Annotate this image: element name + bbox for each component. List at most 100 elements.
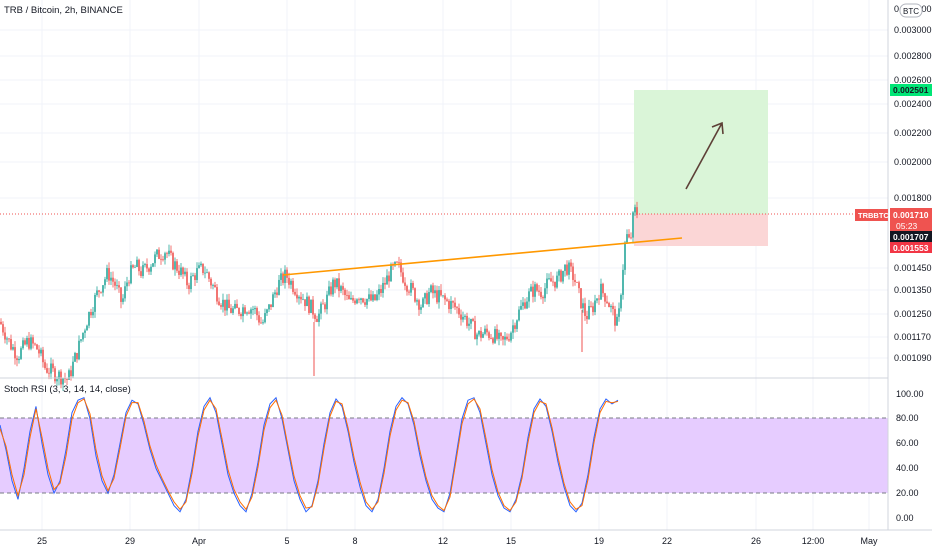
candle-body [68,370,70,380]
candle-body [300,296,302,300]
candle-body [194,275,196,281]
candle-body [18,358,20,361]
candle-body [554,281,556,288]
candle-body [390,264,392,282]
candle-body [274,292,276,295]
candle-body [262,322,264,324]
candle-body [338,278,340,291]
candle-body [286,269,288,278]
countdown-label: 05:23 [896,221,918,231]
candle-body [212,285,214,286]
candle-body [544,288,546,299]
candle-body [322,303,324,305]
candle-body [58,371,60,380]
candle-body [540,291,542,298]
candle-body [192,275,194,277]
candle-body [506,336,508,340]
candle-body [250,309,252,314]
candle-body [512,325,514,333]
candle-body [628,234,630,238]
candle-body [222,299,224,307]
candle-body [518,309,520,321]
candle-body [64,378,66,380]
stoch-tick: 40.00 [896,463,919,473]
candle-body [542,297,544,299]
last-price-badge: 0.001710 05:23 [890,208,932,232]
candle-body [178,270,180,275]
currency-badge[interactable]: BTC [899,3,923,18]
time-tick: 22 [662,536,672,546]
candle-body [164,253,166,260]
candle-body [362,298,364,303]
candle-body [82,332,84,340]
candle-body [38,349,40,354]
indicator-title[interactable]: Stoch RSI (3, 3, 14, 14, close) [4,384,131,395]
candle-body [454,302,456,308]
candle-body [50,363,52,374]
candle-body [380,288,382,293]
candle-body [138,259,140,272]
candle-body [308,296,310,313]
candle-body [44,362,46,369]
candle-body [304,299,306,307]
candle-body [36,344,38,350]
candle-body [232,308,234,313]
candle-body [480,330,482,338]
candle-body [534,284,536,297]
candle-body [180,267,182,275]
candle-body [556,275,558,288]
candle-body [4,332,6,340]
candle-body [440,290,442,296]
indicator-axis[interactable]: 100.00 80.00 60.00 40.00 20.00 0.00 [896,389,924,523]
candle-body [430,285,432,293]
candle-body [450,301,452,310]
candle-body [276,292,278,295]
candle-body [360,298,362,300]
candle-body [2,324,4,333]
candle-body [548,278,550,280]
stop-price-badge: 0.001553 [890,242,932,253]
stop-price-label: 0.001553 [893,243,929,253]
candle-body [476,334,478,340]
candle-body [256,308,258,316]
candle-body [420,307,422,310]
candle-body [136,259,138,267]
candle-body [238,307,240,315]
candle-body [466,315,468,326]
candle-body [120,287,122,302]
candle-body [594,300,596,313]
candle-body [104,279,106,286]
candle-body [378,288,380,295]
candle-body [426,293,428,305]
candle-body [352,297,354,301]
candle-body [72,361,74,377]
candle-body [70,370,72,377]
symbol-title[interactable]: TRB / Bitcoin, 2h, BINANCE [4,5,123,16]
candle-body [330,286,332,295]
projection-arrow[interactable] [685,121,724,190]
trendline[interactable] [282,237,683,276]
candle-body [110,277,112,281]
candle-body [460,314,462,320]
candle-body [514,325,516,329]
time-axis[interactable]: 25 29 Apr 5 8 12 15 19 22 26 12:00 May [37,536,878,546]
candle-body [614,309,616,326]
candle-body [388,275,390,282]
candle-body [298,296,300,299]
candle-body [342,286,344,290]
candle-body [100,291,102,293]
time-tick: 5 [284,536,289,546]
candle-body [202,263,204,273]
target-zone[interactable] [634,90,768,214]
candle-body [92,311,94,316]
candle-body [312,299,314,315]
candle-body [124,286,126,299]
candle-body [634,207,636,213]
price-tick: 0.002400 [894,99,932,109]
candle-body [346,295,348,296]
stoch-tick: 100.00 [896,389,924,399]
candle-body [22,340,24,349]
candle-body [270,304,272,308]
ticker-label: TRBBTC [858,211,889,220]
